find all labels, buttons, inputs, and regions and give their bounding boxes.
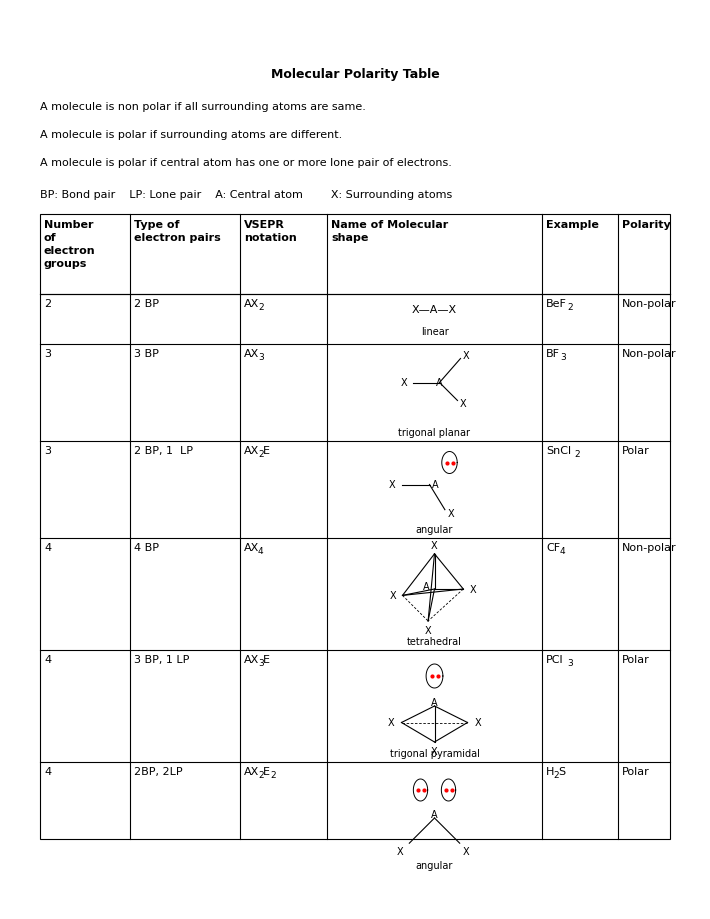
Text: 4: 4 (44, 766, 51, 777)
Text: Non-polar: Non-polar (622, 348, 677, 358)
Text: Molecular Polarity Table: Molecular Polarity Table (271, 68, 439, 81)
Text: 2: 2 (270, 770, 275, 779)
Text: 3: 3 (258, 353, 263, 361)
Text: 2: 2 (44, 299, 51, 309)
Text: CF: CF (546, 542, 560, 552)
Text: X: X (431, 540, 438, 550)
Text: angular: angular (416, 860, 453, 870)
Text: 2: 2 (553, 770, 559, 779)
Text: 3: 3 (44, 446, 51, 456)
Text: Type of: Type of (134, 220, 180, 230)
Text: 3: 3 (44, 348, 51, 358)
Text: X: X (397, 846, 403, 857)
Text: S: S (558, 766, 565, 777)
Text: E: E (263, 766, 270, 777)
Text: X: X (388, 718, 395, 728)
Text: PCl: PCl (546, 654, 564, 664)
Text: A: A (431, 809, 438, 819)
Text: E: E (263, 446, 270, 456)
Text: A: A (436, 378, 443, 388)
Text: VSEPR: VSEPR (244, 220, 285, 230)
Text: E: E (263, 654, 270, 664)
Text: 3 BP, 1 LP: 3 BP, 1 LP (134, 654, 190, 664)
Text: X: X (425, 625, 432, 635)
Text: X: X (447, 508, 454, 518)
Text: Non-polar: Non-polar (622, 542, 677, 552)
Text: trigonal pyramidal: trigonal pyramidal (390, 748, 479, 758)
Text: A: A (423, 582, 430, 591)
Text: shape: shape (331, 233, 368, 243)
Text: X: X (474, 718, 481, 728)
Text: X: X (389, 480, 395, 490)
Text: X: X (460, 399, 466, 409)
Text: A: A (431, 698, 438, 708)
Text: A molecule is non polar if all surrounding atoms are same.: A molecule is non polar if all surroundi… (40, 102, 366, 112)
Text: electron: electron (44, 245, 96, 255)
Text: 2: 2 (258, 449, 263, 459)
Text: BeF: BeF (546, 299, 567, 309)
Text: Polar: Polar (622, 654, 650, 664)
Text: X: X (463, 846, 469, 857)
Text: 2: 2 (258, 302, 263, 312)
Text: 3 BP: 3 BP (134, 348, 159, 358)
Text: of: of (44, 233, 57, 243)
Text: Example: Example (546, 220, 599, 230)
Text: linear: linear (420, 326, 449, 336)
Text: SnCl: SnCl (546, 446, 571, 456)
Text: groups: groups (44, 259, 87, 268)
Text: 4: 4 (44, 654, 51, 664)
Text: 2: 2 (567, 302, 573, 312)
Text: AX: AX (244, 446, 259, 456)
Text: AX: AX (244, 766, 259, 777)
Text: X—A—X: X—A—X (412, 305, 457, 314)
Text: Polar: Polar (622, 766, 650, 777)
Text: notation: notation (244, 233, 297, 243)
Text: X: X (431, 746, 438, 756)
Text: 2 BP, 1  LP: 2 BP, 1 LP (134, 446, 193, 456)
Text: X: X (401, 378, 408, 388)
Text: Number: Number (44, 220, 94, 230)
Text: AX: AX (244, 348, 259, 358)
Text: 3: 3 (567, 658, 573, 667)
Text: A molecule is polar if surrounding atoms are different.: A molecule is polar if surrounding atoms… (40, 130, 342, 140)
Text: AX: AX (244, 299, 259, 309)
Text: tetrahedral: tetrahedral (407, 636, 462, 646)
Text: 3: 3 (560, 353, 566, 361)
Text: 4: 4 (258, 547, 263, 555)
Text: 4: 4 (560, 547, 566, 555)
Text: H: H (546, 766, 555, 777)
Text: 2: 2 (258, 770, 263, 779)
Text: Polarity: Polarity (622, 220, 671, 230)
Text: AX: AX (244, 654, 259, 664)
Text: 2BP, 2LP: 2BP, 2LP (134, 766, 182, 777)
Text: angular: angular (416, 525, 453, 535)
Text: 3: 3 (258, 658, 263, 667)
Text: A molecule is polar if central atom has one or more lone pair of electrons.: A molecule is polar if central atom has … (40, 158, 452, 168)
Text: BP: Bond pair    LP: Lone pair    A: Central atom        X: Surrounding atoms: BP: Bond pair LP: Lone pair A: Central a… (40, 190, 452, 199)
Text: X: X (469, 584, 476, 595)
Text: 2: 2 (574, 449, 579, 459)
Text: electron pairs: electron pairs (134, 233, 221, 243)
Bar (40, 215, 670, 839)
Text: 2 BP: 2 BP (134, 299, 159, 309)
Text: 4: 4 (44, 542, 51, 552)
Text: Name of Molecular: Name of Molecular (331, 220, 448, 230)
Text: Polar: Polar (622, 446, 650, 456)
Text: X: X (463, 351, 470, 361)
Text: trigonal planar: trigonal planar (398, 427, 471, 437)
Text: X: X (390, 591, 396, 601)
Text: A: A (432, 480, 438, 490)
Text: 4 BP: 4 BP (134, 542, 159, 552)
Text: AX: AX (244, 542, 259, 552)
Text: Non-polar: Non-polar (622, 299, 677, 309)
Text: BF: BF (546, 348, 560, 358)
